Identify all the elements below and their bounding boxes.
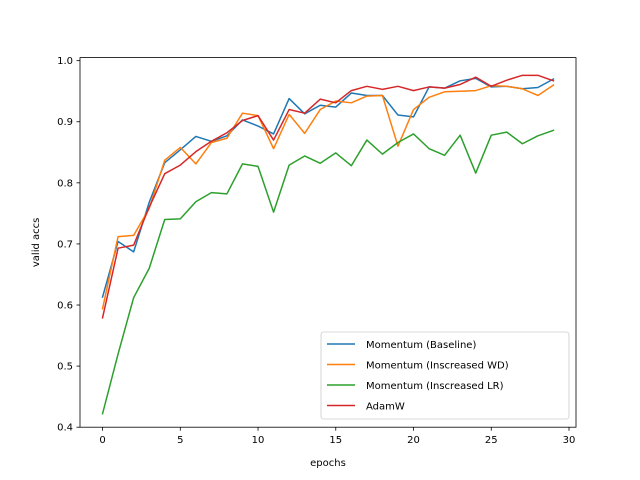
series-line-4 xyxy=(101,74,555,319)
y-tick-label: 0.6 xyxy=(57,301,73,312)
x-tick-label: 30 xyxy=(563,435,576,446)
series-line-1 xyxy=(101,77,555,299)
x-tick-label: 20 xyxy=(407,435,420,446)
legend-box xyxy=(320,331,570,420)
y-tick-label: 0.4 xyxy=(57,423,73,434)
y-tick-label: 1.0 xyxy=(57,56,73,67)
x-axis-label: epochs xyxy=(310,458,346,469)
y-tick-label: 0.8 xyxy=(57,178,73,189)
legend-label: Momentum (Baseline) xyxy=(366,340,476,351)
x-tick-label: 15 xyxy=(329,435,342,446)
plot-frame xyxy=(79,57,577,428)
y-tick-label: 0.5 xyxy=(57,362,73,373)
series-line-2 xyxy=(101,84,555,310)
x-axis: 0 5 10 15 20 25 30 xyxy=(99,427,575,446)
legend-label: Momentum (Inscreased WD) xyxy=(366,361,509,372)
x-tick-label: 5 xyxy=(177,435,183,446)
legend-label: AdamW xyxy=(366,402,405,413)
x-tick-label: 25 xyxy=(485,435,498,446)
y-tick-label: 0.7 xyxy=(57,239,73,250)
y-tick-label: 0.9 xyxy=(57,117,73,128)
y-axis: 0.4 0.5 0.6 0.7 0.8 0.9 1.0 xyxy=(57,56,80,434)
legend: Momentum (Baseline) Momentum (Inscreased … xyxy=(320,331,570,420)
series-line-3 xyxy=(101,129,555,415)
x-tick-label: 10 xyxy=(252,435,265,446)
y-axis-label: valid accs xyxy=(31,218,42,267)
x-tick-label: 0 xyxy=(99,435,105,446)
series-layer xyxy=(101,74,555,415)
legend-label: Momentum (Inscreased LR) xyxy=(366,381,504,392)
